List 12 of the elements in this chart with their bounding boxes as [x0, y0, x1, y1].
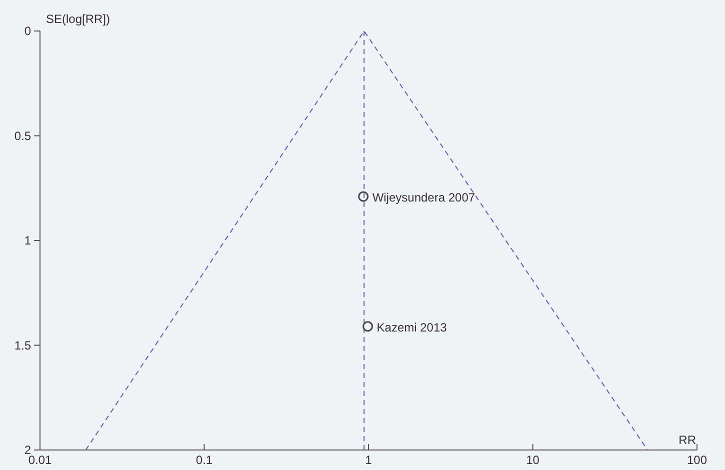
y-axis-title: SE(log[RR]) — [46, 12, 110, 26]
y-tick-label: 1 — [24, 234, 32, 248]
x-axis-title: RR — [678, 433, 696, 447]
y-tick-label: 0 — [24, 24, 32, 38]
x-tick-label: 100 — [686, 453, 708, 467]
y-tick-label: 1.5 — [14, 338, 32, 352]
annotation: Kazemi 2013 — [376, 320, 448, 334]
y-tick-label: 0.5 — [14, 128, 32, 143]
x-tick-label: 0.1 — [196, 453, 213, 467]
annotation: Wijeysundera 2007 — [372, 190, 476, 205]
x-tick-label: 1 — [365, 453, 372, 467]
x-tick-label: 10 — [526, 453, 540, 467]
